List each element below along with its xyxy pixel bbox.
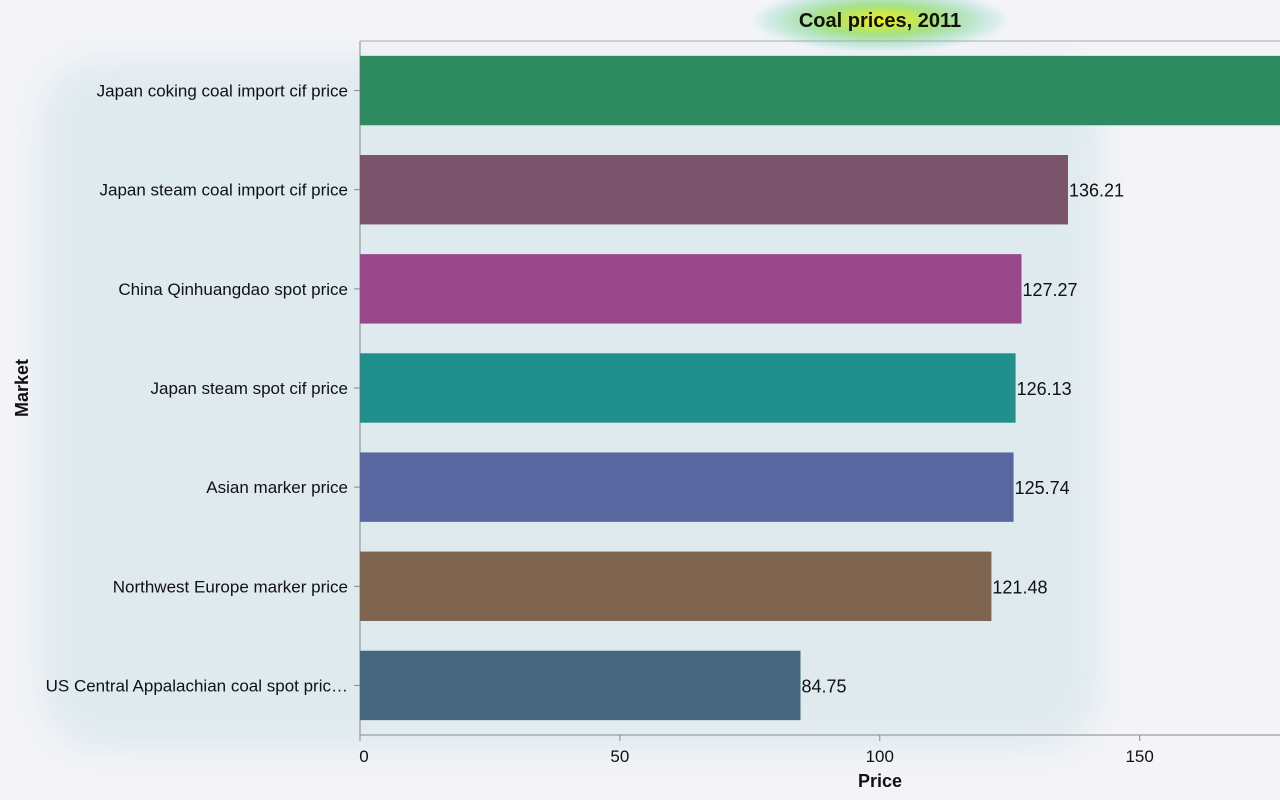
bar: [360, 155, 1068, 225]
value-label: 121.48: [992, 577, 1047, 597]
x-axis-title: Price: [858, 771, 902, 791]
y-tick-label: US Central Appalachian coal spot pric…: [46, 676, 348, 695]
y-tick-label: Northwest Europe marker price: [113, 577, 348, 596]
chart-title: Coal prices, 2011: [799, 10, 961, 32]
value-label: 127.27: [1023, 280, 1078, 300]
x-tick-label: 0: [359, 747, 368, 766]
y-tick-label: Japan steam coal import cif price: [100, 181, 349, 200]
y-tick-label: China Qinhuangdao spot price: [118, 280, 348, 299]
y-tick-label: Japan coking coal import cif price: [97, 82, 348, 101]
value-label: 136.21: [1069, 181, 1124, 201]
x-ticks: 0 50 100 150: [359, 735, 1154, 766]
y-tick-labels: Japan coking coal import cif price Japan …: [46, 82, 360, 695]
value-labels: 136.21 127.27 126.13 125.74 121.48 84.75: [802, 181, 1125, 697]
value-label: 125.74: [1015, 478, 1070, 498]
bar: [360, 650, 801, 721]
bar: [360, 254, 1022, 324]
value-label: 126.13: [1017, 379, 1072, 399]
x-tick-label: 150: [1125, 747, 1153, 766]
value-label: 84.75: [802, 676, 847, 696]
y-tick-label: Asian marker price: [206, 478, 348, 497]
bar: [360, 452, 1014, 522]
y-axis-title: Market: [12, 359, 32, 417]
bars-layer: [360, 55, 1280, 721]
x-tick-label: 50: [610, 747, 629, 766]
bar: [360, 551, 992, 621]
bar: [360, 353, 1016, 423]
title-highlight: [750, 0, 1010, 52]
x-tick-label: 100: [866, 747, 894, 766]
bar: [360, 55, 1280, 126]
y-tick-label: Japan steam spot cif price: [151, 379, 348, 398]
